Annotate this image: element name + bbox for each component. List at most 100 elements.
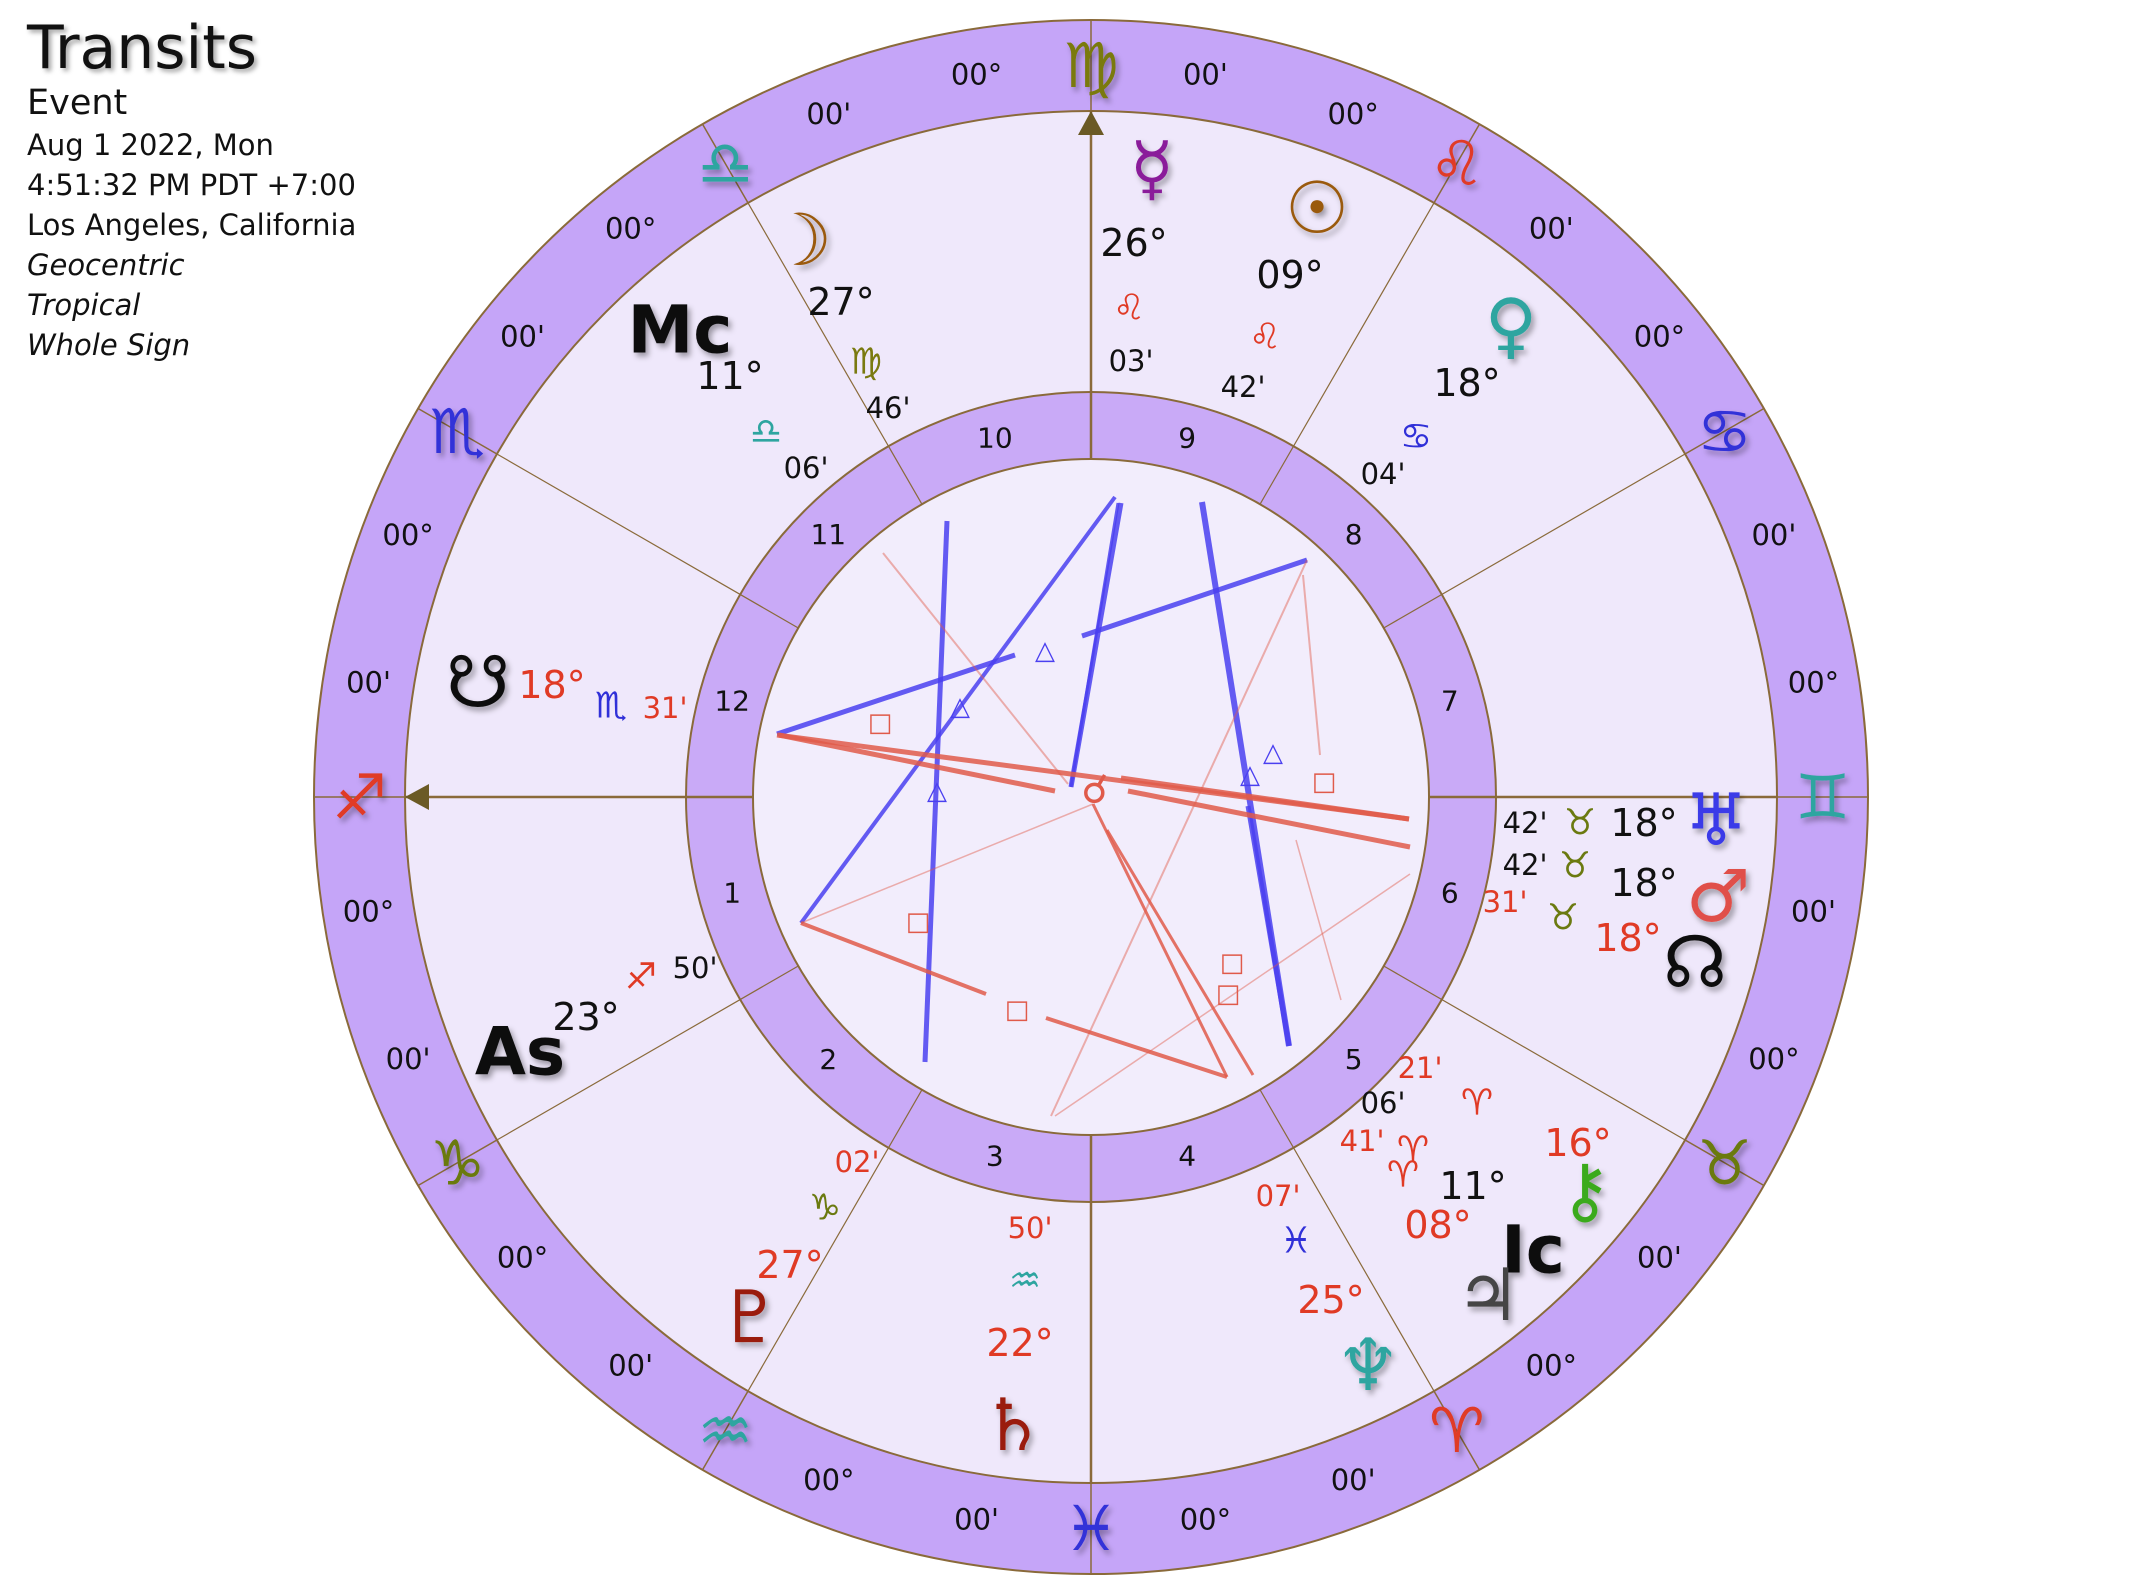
house-cusp-line [747,202,923,505]
house-number-1: 1 [723,877,741,910]
planet-sign-icon: ♋ [1400,417,1432,458]
planet-sign-icon: ♉ [1547,898,1579,939]
planet-sign-icon: ♐ [625,957,657,998]
planet-degree-label: 22° [986,1321,1053,1365]
planet-degree-label: 25° [1297,1278,1364,1322]
zodiac-sagittarius-icon: ♐ [332,761,388,834]
aspect-line [882,552,1069,785]
zodiac-minute-label: 00' [346,666,391,700]
house-number-5: 5 [1345,1043,1363,1076]
aspect-line [778,732,1056,794]
zodiac-taurus-icon: ♉ [1697,1126,1753,1199]
mars-icon: ♂ [1686,854,1751,938]
planet-sign-icon: ♈ [1397,1130,1429,1171]
sign-boundary-line [417,407,498,455]
sign-boundary-line [1684,407,1765,455]
sign-boundary-line [417,1139,498,1187]
aspect-square-icon: □ [1220,948,1245,978]
house-cusp-line [747,1089,923,1392]
house-number-7: 7 [1441,684,1459,717]
house-cusp-line [496,965,799,1141]
planet-minute-label: 50' [1008,1211,1053,1245]
wheel-labels: ♍ 00° 00' ♌ 00° 00' ♋ 00° 00' ♊ 00° 00' ♉ 00° 00' ♈ 00° 0… [332,29,1851,1565]
planet-minute-label: 06' [1361,1086,1406,1120]
planet-minute-label: 46' [866,391,911,425]
imum-coeli-icon: Ic [1501,1212,1565,1289]
sun-icon: ☉ [1285,166,1350,250]
zodiac-cancer-icon: ♋ [1697,395,1753,468]
aspect-line [1050,559,1308,1117]
planet-sign-icon: ♈ [1461,1083,1493,1124]
planet-sign-icon: ♈ [1387,1155,1419,1196]
planet-minute-label: 07' [1256,1179,1301,1213]
zodiac-minute-label: 00' [1529,212,1574,246]
sign-boundary-line [1433,123,1481,204]
planet-minute-label: 03' [1109,344,1154,378]
aspect-square-icon: □ [1005,995,1030,1025]
zodiac-degree-label: 00° [1327,97,1378,131]
planet-degree-label: 18° [1594,916,1661,960]
aspect-square-icon: □ [868,708,893,738]
house-number-12: 12 [714,684,750,717]
planet-degree-label: 11° [1439,1164,1506,1208]
zodiac-minute-label: 00' [954,1502,999,1536]
aspect-trine-icon: △ [927,776,947,806]
zodiac-minute-label: 00' [1791,894,1836,928]
house-number-9: 9 [1178,422,1196,455]
house-number-2: 2 [819,1043,837,1076]
aspect-line [799,495,1117,925]
zodiac-degree-label: 00° [951,58,1002,92]
planet-minute-label: 41' [1340,1124,1385,1158]
aspect-line [800,921,987,996]
planet-minute-label: 50' [673,951,718,985]
jupiter-icon: ♃ [1456,1253,1521,1337]
zodiac-capricorn-icon: ♑ [430,1126,486,1199]
aspect-lines: △△△△△□□□□□□☌ [776,495,1411,1117]
sign-boundary-line [701,1390,749,1471]
planet-sign-icon: ♉ [1559,846,1591,887]
north-node-icon: ☊ [1663,920,1727,1004]
planet-degree-label: 27° [756,1243,823,1287]
planet-degree-label: 26° [1100,221,1167,265]
house-cusp-line [1383,453,1686,629]
aspect-trine-icon: △ [1240,760,1260,790]
planet-sign-icon: ♍ [850,342,882,383]
aspect-line [800,803,1094,924]
zodiac-degree-label: 00° [382,518,433,552]
planet-minute-label: 02' [835,1145,880,1179]
planet-degree-label: 18° [1610,801,1677,845]
planet-minute-label: 31' [643,691,688,725]
planet-sign-icon: ♏ [595,686,627,727]
zodiac-degree-label: 00° [1526,1348,1577,1382]
planet-sign-icon: ♒ [1009,1261,1041,1302]
venus-icon: ♀ [1485,283,1538,367]
sign-boundary-line [1684,1139,1765,1187]
house-number-8: 8 [1345,518,1363,551]
zodiac-minute-label: 00' [386,1042,431,1076]
aspect-line [1245,805,1292,1047]
planet-degree-label: 27° [807,280,874,324]
aspect-line [1105,829,1255,1076]
sign-boundary-line [1433,1390,1481,1471]
aspect-line [1120,775,1410,822]
chart-title: Transits [27,13,258,83]
house-number-11: 11 [810,518,846,551]
aspect-line [1069,502,1120,788]
planet-sign-icon: ♑ [809,1188,841,1229]
aspect-line [1302,574,1321,756]
aspect-line [1054,873,1411,1117]
zodiac-scorpio-icon: ♏ [430,395,486,468]
pluto-icon: ♇ [718,1275,783,1359]
planet-minute-label: 42' [1503,848,1548,882]
zodiac-minute-label: 00' [1331,1463,1376,1497]
zodiac-type: Tropical [27,288,141,322]
conjunction-icon: ☌ [1082,767,1109,813]
saturn-icon: ♄ [981,1383,1046,1467]
zodiac-degree-label: 00° [343,894,394,928]
zodiac-minute-label: 00' [1183,58,1228,92]
zodiac-aries-icon: ♈ [1429,1394,1485,1467]
planet-degree-label: 16° [1544,1121,1611,1165]
planet-sign-icon: ♓ [1280,1221,1312,1262]
zodiac-gemini-icon: ♊ [1795,761,1851,834]
house-system: Whole Sign [27,328,191,362]
